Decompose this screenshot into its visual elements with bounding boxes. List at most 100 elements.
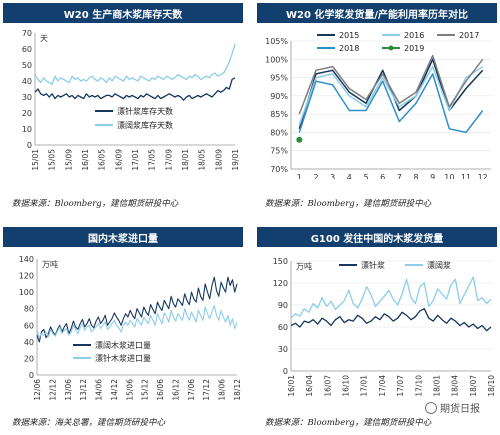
- x-tick-label: 18/01: [432, 375, 441, 397]
- panel-domestic-pulp-imports: 国内木浆进口量 0 20 40 60 80 100 120 140 万吨 12/06 12/12 13…: [3, 227, 243, 403]
- y-tick-label: 150: [273, 257, 288, 266]
- legend-label: 2016: [404, 31, 424, 40]
- x-tick-label: 17/09: [164, 149, 173, 171]
- series-line-漂阔木浆进口量: [36, 276, 238, 343]
- legend-label: 漂针浆库存天数: [117, 106, 173, 116]
- legend-label: 漂阔浆: [427, 260, 451, 270]
- x-tick-label: 18/09: [214, 149, 223, 171]
- y-tick-label: 30: [22, 93, 32, 102]
- source-note-bottom-right: 数据来源：Bloomberg，建信期货研投中心: [265, 418, 432, 428]
- x-tick-label: 16/07: [323, 375, 332, 397]
- y-tick-label: 95%: [270, 74, 288, 83]
- y-tick-label: 60: [24, 321, 34, 330]
- x-tick-label: 16/12: [171, 379, 180, 401]
- y-tick-label: 30: [278, 345, 288, 354]
- x-tick-label: 11: [461, 173, 471, 179]
- wechat-icon: [425, 401, 437, 414]
- x-tick-label: 12/12: [48, 379, 57, 401]
- x-tick-label: 16/01: [287, 375, 296, 397]
- y-tick-label: 0: [27, 141, 32, 150]
- y-tick-label: 0: [29, 371, 34, 380]
- x-tick-label: 2: [313, 173, 318, 179]
- legend-label: 漂阔浆库存天数: [117, 120, 173, 130]
- x-tick-label: 16/04: [305, 375, 314, 397]
- series-line-2018: [298, 73, 484, 134]
- chart-title: 国内木浆进口量: [3, 227, 243, 247]
- series-line-2017: [298, 54, 484, 115]
- y-tick-label: 140: [19, 255, 34, 264]
- x-tick-label: 17/10: [414, 375, 423, 397]
- x-tick-label: 14/12: [110, 379, 119, 401]
- chart-g100-shipments: 0 30 60 90 120 150 万吨 16/01 16/04 16/07 16/10 17/01…: [273, 257, 496, 397]
- series-line-漂阔浆库存天数: [34, 44, 236, 85]
- legend-label: 漂针浆: [361, 260, 385, 270]
- chart-pulp-imports: 0 20 40 60 80 100 120 140 万吨 12/06 12/12 13/06 13/12…: [19, 255, 242, 401]
- x-tick-label: 17/12: [202, 379, 211, 401]
- y-tick-label: 10: [22, 125, 32, 134]
- y-tick-label: 80: [24, 305, 34, 314]
- y-tick-label: 90%: [270, 92, 288, 101]
- y-tick-label: 105%: [265, 37, 288, 46]
- y-tick-label: 80%: [270, 128, 288, 137]
- x-tick-label: 16/05: [98, 149, 107, 171]
- x-tick-label: 16/01: [81, 149, 90, 171]
- y-axis-label: 万吨: [296, 261, 312, 271]
- legend-label: 漂针木浆进口量: [95, 353, 151, 363]
- x-tick-label: 18/12: [233, 379, 242, 401]
- x-tick-label: 1: [297, 173, 302, 179]
- y-tick-label: 50: [22, 61, 32, 70]
- x-tick-label: 16/10: [342, 375, 351, 397]
- x-tick-label: 18/01: [181, 149, 190, 171]
- x-tick-label: 15/06: [125, 379, 134, 401]
- x-tick-label: 4: [347, 173, 352, 179]
- watermark-text: 期货日报: [440, 404, 480, 415]
- series-line-漂针浆库存天数: [34, 77, 236, 101]
- series-line-漂阔浆: [290, 276, 492, 319]
- y-tick-label: 120: [273, 279, 288, 288]
- x-tick-label: 12: [478, 173, 488, 179]
- y-tick-label: 20: [22, 109, 32, 118]
- x-tick-label: 18/05: [198, 149, 207, 171]
- legend-marker: [388, 45, 394, 51]
- x-tick-label: 19/01: [231, 149, 240, 171]
- legend-label: 2017: [459, 31, 479, 40]
- y-tick-label: 0: [283, 367, 288, 376]
- source-note-top-right: 数据来源：Bloomberg，建信期货研投中心: [265, 199, 432, 209]
- x-tick-label: 18/06: [218, 379, 227, 401]
- x-tick-label: 14/06: [95, 379, 104, 401]
- x-tick-label: 17/07: [396, 375, 405, 397]
- y-axis-label: 万吨: [42, 259, 58, 269]
- x-tick-label: 17/05: [148, 149, 157, 171]
- x-tick-label: 17/06: [187, 379, 196, 401]
- y-tick-label: 100%: [265, 55, 288, 64]
- y-tick-label: 40: [24, 338, 34, 347]
- y-tick-label: 70: [22, 29, 32, 38]
- chart-title: G100 发往中国的木浆发货量: [257, 227, 497, 247]
- x-tick-label: 13/12: [79, 379, 88, 401]
- x-tick-label: 5: [363, 173, 368, 179]
- series-line-漂针木浆进口量: [36, 304, 238, 339]
- y-tick-label: 90: [278, 301, 288, 310]
- x-tick-label: 15/12: [141, 379, 150, 401]
- panel-chemical-pulp-shipments: W20 化学浆发货量/产能利用率历年对比 70% 75% 80% 85% 90% 95% 1…: [257, 3, 497, 179]
- x-tick-label: 12/06: [33, 379, 42, 401]
- x-tick-label: 15/05: [48, 149, 57, 171]
- source-note-top-left: 数据来源：Bloomberg，建信期货研投中心: [12, 199, 179, 209]
- x-tick-label: 17/01: [360, 375, 369, 397]
- y-tick-label: 60: [22, 45, 32, 54]
- y-tick-label: 120: [19, 272, 34, 281]
- series-line-2016: [298, 65, 484, 126]
- chart-inventory-days: 0 10 20 30 40 50 60 70 天 15/01 15/05 15/09 16/01 16/0…: [22, 29, 240, 171]
- series-line-2015: [298, 58, 484, 130]
- x-tick-label: 18/07: [469, 375, 478, 397]
- legend-label: 漂阔木浆进口量: [95, 340, 151, 350]
- x-tick-label: 3: [330, 173, 335, 179]
- x-tick-label: 17/01: [131, 149, 140, 171]
- panel-producer-pulp-inventory-days: W20 生产商木浆库存天数 0 10 20 30 40 50 60 70 天 15/01 15/05…: [3, 3, 243, 179]
- y-tick-label: 40: [22, 77, 32, 86]
- x-tick-label: 18/10: [487, 375, 496, 397]
- y-tick-label: 75%: [270, 147, 288, 156]
- x-tick-label: 13/06: [64, 379, 73, 401]
- legend-label: 2015: [339, 31, 359, 40]
- chart-shipment-capacity-ratio: 70%75%80%85%90%95%100%105%1 2 3 4 5 6 7 8 9 10 11 1…: [265, 31, 491, 179]
